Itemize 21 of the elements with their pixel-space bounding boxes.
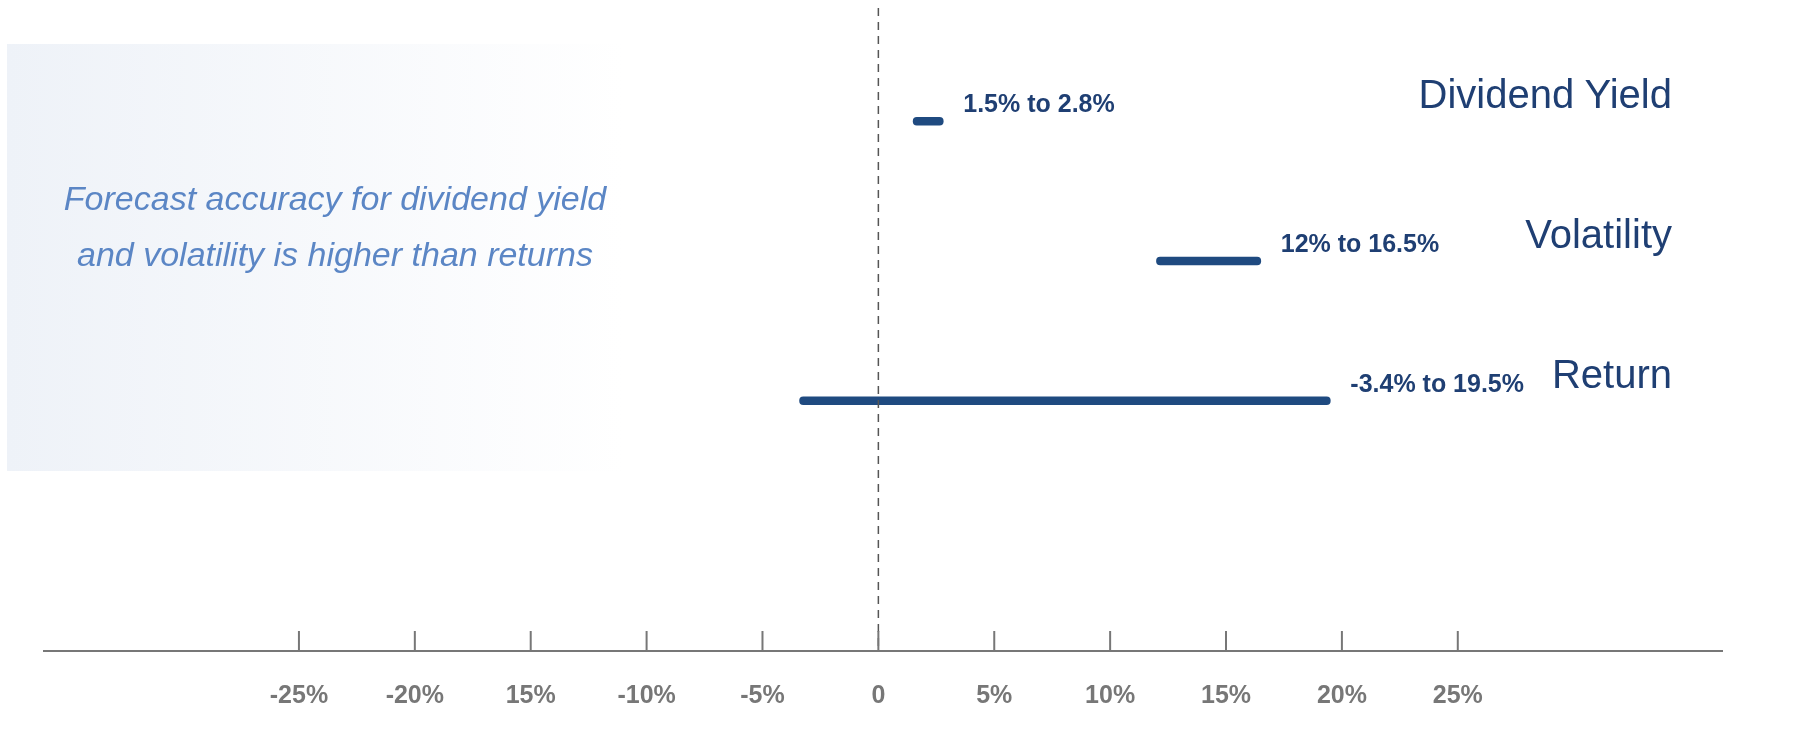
x-tick-label: 25%: [1432, 679, 1483, 708]
annotation: -3.4% to 19.5%: [1350, 368, 1524, 397]
x-tick-label: 10%: [1085, 679, 1136, 708]
bar: [799, 396, 1331, 406]
x-tick-label: 5%: [976, 679, 1013, 708]
x-tick-label: -20%: [385, 679, 445, 708]
annotation: 12% to 16.5%: [1280, 228, 1440, 257]
y-tick-label: Volatility: [1525, 212, 1672, 257]
y-tick-label: Dividend Yield: [1418, 72, 1672, 117]
x-tick-label: -25%: [269, 679, 329, 708]
y-tick-label: Return: [1551, 351, 1672, 396]
x-tick-label: -5%: [740, 679, 785, 708]
x-tick-label: 15%: [505, 679, 556, 708]
annotation: 1.5% to 2.8%: [963, 89, 1115, 118]
x-tick-label: -10%: [617, 679, 676, 708]
bar: [912, 116, 944, 126]
x-tick-label: 15%: [1200, 679, 1252, 708]
bar: [1156, 256, 1262, 266]
x-tick-label: 20%: [1316, 679, 1367, 708]
x-tick-label: 0: [871, 679, 886, 708]
annotation: Forecast accuracy for dividend yield and volatility is higher than returns: [62, 178, 608, 275]
